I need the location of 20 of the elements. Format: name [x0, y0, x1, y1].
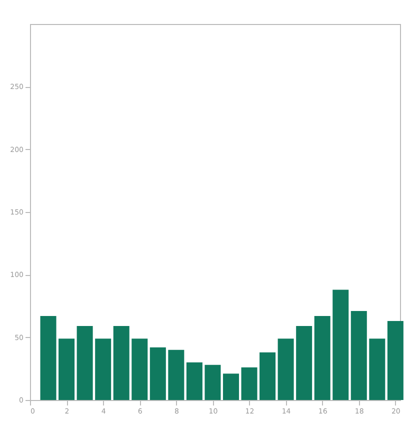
bar: [387, 321, 404, 400]
bar: [186, 362, 202, 400]
bar: [95, 338, 112, 400]
bar: [168, 350, 184, 400]
bar: [132, 338, 148, 400]
bar: [314, 316, 330, 400]
bar: [332, 290, 349, 400]
bar: [58, 338, 75, 400]
bar: [369, 338, 386, 400]
bar: [113, 326, 130, 400]
bar: [222, 374, 239, 400]
bar: [76, 326, 93, 400]
bar: [204, 364, 221, 400]
bar: [241, 367, 258, 400]
bar: [350, 311, 367, 400]
bar: [40, 316, 56, 400]
bar: [278, 338, 294, 400]
bar: [260, 352, 276, 400]
bar: [150, 347, 166, 400]
bar: [296, 326, 312, 400]
